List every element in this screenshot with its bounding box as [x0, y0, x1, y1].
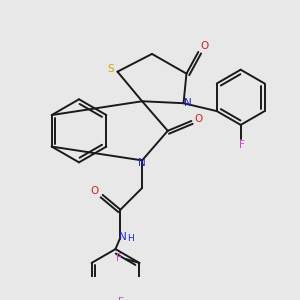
Text: F: F — [116, 253, 122, 263]
Text: N: N — [138, 158, 146, 168]
Text: H: H — [127, 234, 134, 243]
Text: O: O — [91, 186, 99, 196]
Text: N: N — [184, 98, 191, 108]
Text: F: F — [239, 140, 244, 150]
Text: F: F — [118, 297, 124, 300]
Text: O: O — [200, 41, 208, 51]
Text: O: O — [194, 114, 202, 124]
Text: N: N — [118, 232, 126, 242]
Text: S: S — [107, 64, 114, 74]
